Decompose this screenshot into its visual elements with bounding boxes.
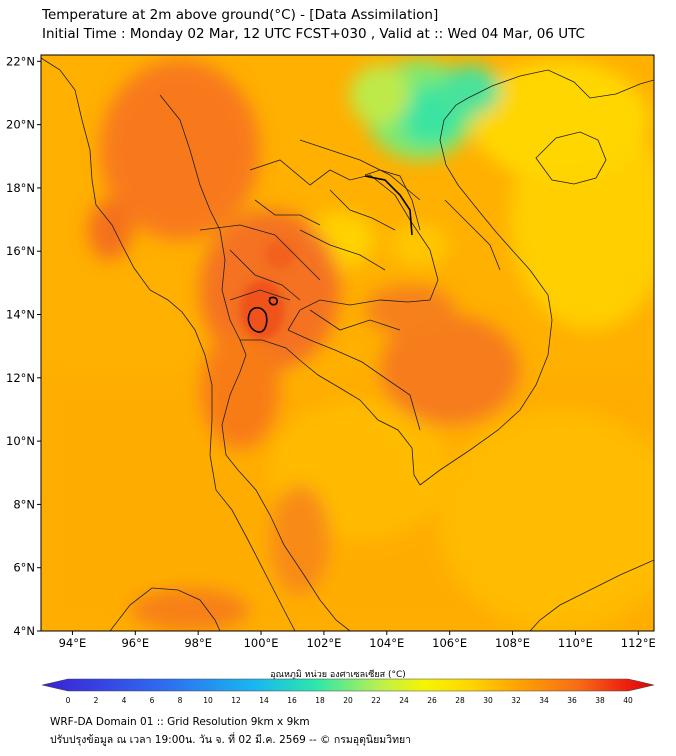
colorbar-tick-label: 10 xyxy=(203,696,213,705)
colorbar-tick-label: 32 xyxy=(511,696,521,705)
footer-domain-info: WRF-DA Domain 01 :: Grid Resolution 9km … xyxy=(50,716,310,728)
lat-tick-label: 10°N xyxy=(6,434,35,448)
lon-tick-label: 96°E xyxy=(121,636,149,650)
temperature-field xyxy=(41,55,654,631)
lon-tick-label: 100°E xyxy=(244,636,279,650)
lon-tick-label: 110°E xyxy=(558,636,593,650)
lat-tick-label: 22°N xyxy=(6,54,35,68)
lat-tick-label: 16°N xyxy=(6,244,35,258)
highlight-outlines xyxy=(247,175,413,333)
colorbar-title: อุณหภูมิ หน่วย องศาเซลเซียส (°C) xyxy=(270,670,406,680)
colorbar-tick-label: 8 xyxy=(178,696,183,705)
colorbar-tick-label: 28 xyxy=(455,696,465,705)
colorbar-tick-label: 22 xyxy=(371,696,381,705)
lon-tick-label: 102°E xyxy=(306,636,341,650)
colorbar-tick-label: 30 xyxy=(483,696,493,705)
lon-tick-label: 104°E xyxy=(369,636,404,650)
lon-tick-label: 98°E xyxy=(184,636,212,650)
colorbar-tick-label: 16 xyxy=(287,696,297,705)
colorbar-tick-label: 20 xyxy=(343,696,353,705)
colorbar-tick-label: 24 xyxy=(399,696,409,705)
map-border xyxy=(40,54,655,632)
colorbar-tick-label: 12 xyxy=(231,696,241,705)
colorbar-tick-label: 38 xyxy=(595,696,605,705)
longitude-axis: 94°E 96°E 98°E 100°E 102°E 104°E 106°E 108°E 110… xyxy=(59,631,656,650)
lat-tick-label: 18°N xyxy=(6,181,35,195)
lat-tick-label: 8°N xyxy=(13,497,35,511)
lon-tick-label: 112°E xyxy=(621,636,656,650)
coastline-borders xyxy=(41,57,654,631)
map-title: Temperature at 2m above ground(°C) - [Da… xyxy=(42,7,439,23)
lat-tick-label: 6°N xyxy=(13,561,35,575)
colorbar-tick-label: 14 xyxy=(259,696,269,705)
lon-tick-label: 94°E xyxy=(59,636,87,650)
lat-tick-label: 4°N xyxy=(13,624,35,638)
footer-update-info: ปรับปรุงข้อมูล ณ เวลา 19:00น. วัน จ. ที่… xyxy=(50,734,412,746)
lat-tick-label: 14°N xyxy=(6,308,35,322)
lon-tick-label: 106°E xyxy=(432,636,467,650)
colorbar-gradient xyxy=(41,678,655,692)
colorbar-tick-label: 2 xyxy=(94,696,99,705)
map-subtitle: Initial Time : Monday 02 Mar, 12 UTC FCS… xyxy=(42,26,585,42)
colorbar-tick-label: 36 xyxy=(567,696,577,705)
colorbar-ticks: 0 2 4 6 8 10 12 14 16 18 20 22 24 26 28 30 32 34 36 38 40 xyxy=(66,696,633,705)
colorbar-tick-label: 6 xyxy=(150,696,155,705)
temperature-map: 22°N 20°N 18°N 16°N 14°N 12°N 10°N 8°N 6°N 4°N 94… xyxy=(6,54,656,650)
colorbar-tick-label: 26 xyxy=(427,696,437,705)
lat-tick-label: 20°N xyxy=(6,118,35,132)
colorbar-tick-label: 40 xyxy=(623,696,633,705)
lon-tick-label: 108°E xyxy=(495,636,530,650)
lat-tick-label: 12°N xyxy=(6,371,35,385)
colorbar-tick-label: 34 xyxy=(539,696,549,705)
colorbar-tick-label: 18 xyxy=(315,696,325,705)
colorbar-tick-label: 4 xyxy=(122,696,127,705)
colorbar-tick-label: 0 xyxy=(66,696,71,705)
temperature-colorbar: 0 2 4 6 8 10 12 14 16 18 20 22 24 26 28 30 32 34 36 38 40 xyxy=(41,678,655,705)
latitude-axis: 22°N 20°N 18°N 16°N 14°N 12°N 10°N 8°N 6°N 4°N xyxy=(6,54,41,638)
